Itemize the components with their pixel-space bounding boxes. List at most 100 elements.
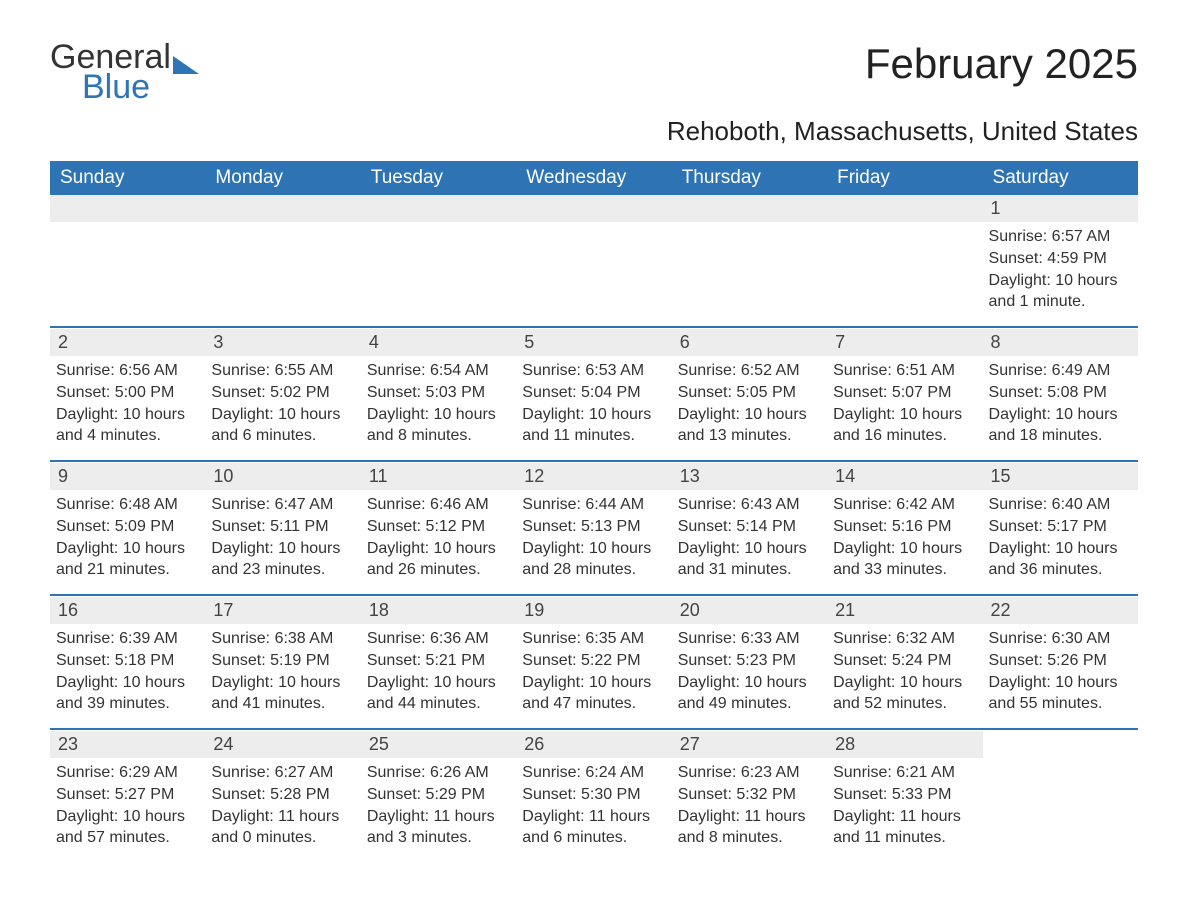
daylight-text: Daylight: 10 hours and 11 minutes. (522, 404, 665, 447)
sunrise-text: Sunrise: 6:48 AM (56, 494, 199, 516)
brand-part2: Blue (82, 70, 199, 104)
sunrise-text: Sunrise: 6:39 AM (56, 628, 199, 650)
day-details: Sunrise: 6:51 AMSunset: 5:07 PMDaylight:… (827, 356, 982, 450)
calendar-body: 1Sunrise: 6:57 AMSunset: 4:59 PMDaylight… (50, 195, 1138, 863)
day-number: 25 (361, 731, 516, 758)
day-number: 14 (827, 463, 982, 490)
sunset-text: Sunset: 5:07 PM (833, 382, 976, 404)
calendar-day-cell: 21 Sunrise: 6:32 AMSunset: 5:24 PMDayligh… (827, 597, 982, 729)
daylight-text: Daylight: 10 hours and 18 minutes. (989, 404, 1132, 447)
day-details: Sunrise: 6:39 AMSunset: 5:18 PMDaylight:… (50, 624, 205, 718)
brand-logo: General Blue (50, 40, 199, 104)
day-details: Sunrise: 6:48 AMSunset: 5:09 PMDaylight:… (50, 490, 205, 584)
daylight-text: Daylight: 10 hours and 28 minutes. (522, 538, 665, 581)
calendar-day-cell: 11Sunrise: 6:46 AMSunset: 5:12 PMDayligh… (361, 463, 516, 595)
daylight-text: Daylight: 10 hours and 1 minute. (989, 270, 1132, 313)
day-number: 17 (205, 597, 360, 624)
day-number: 11 (361, 463, 516, 490)
daylight-text: Daylight: 11 hours and 8 minutes. (678, 806, 821, 849)
sunset-text: Sunset: 4:59 PM (989, 248, 1132, 270)
sunset-text: Sunset: 5:08 PM (989, 382, 1132, 404)
calendar-day-cell: 16Sunrise: 6:39 AMSunset: 5:18 PMDayligh… (50, 597, 205, 729)
day-details: Sunrise: 6:43 AMSunset: 5:14 PMDaylight:… (672, 490, 827, 584)
weekday-header: Wednesday (516, 161, 671, 195)
sunset-text: Sunset: 5:09 PM (56, 516, 199, 538)
daylight-text: Daylight: 10 hours and 4 minutes. (56, 404, 199, 447)
daylight-text: Daylight: 10 hours and 41 minutes. (211, 672, 354, 715)
day-number: 12 (516, 463, 671, 490)
daylight-text: Daylight: 11 hours and 6 minutes. (522, 806, 665, 849)
daylight-text: Daylight: 10 hours and 23 minutes. (211, 538, 354, 581)
weekday-header: Saturday (983, 161, 1138, 195)
calendar-day-cell: 13Sunrise: 6:43 AMSunset: 5:14 PMDayligh… (672, 463, 827, 595)
sunset-text: Sunset: 5:12 PM (367, 516, 510, 538)
sunset-text: Sunset: 5:03 PM (367, 382, 510, 404)
sunrise-text: Sunrise: 6:21 AM (833, 762, 976, 784)
daylight-text: Daylight: 10 hours and 52 minutes. (833, 672, 976, 715)
day-details: Sunrise: 6:27 AMSunset: 5:28 PMDaylight:… (205, 758, 360, 852)
calendar-table: SundayMondayTuesdayWednesdayThursdayFrid… (50, 161, 1138, 863)
weekday-header: Friday (827, 161, 982, 195)
day-details: Sunrise: 6:23 AMSunset: 5:32 PMDaylight:… (672, 758, 827, 852)
calendar-day-cell: 23Sunrise: 6:29 AMSunset: 5:27 PMDayligh… (50, 731, 205, 863)
calendar-page: General Blue February 2025 Rehoboth, Mas… (0, 0, 1188, 903)
sunrise-text: Sunrise: 6:35 AM (522, 628, 665, 650)
sunrise-text: Sunrise: 6:42 AM (833, 494, 976, 516)
calendar-week-row: 1Sunrise: 6:57 AMSunset: 4:59 PMDaylight… (50, 195, 1138, 327)
day-number: 9 (50, 463, 205, 490)
sunset-text: Sunset: 5:02 PM (211, 382, 354, 404)
calendar-day-cell: 9Sunrise: 6:48 AMSunset: 5:09 PMDaylight… (50, 463, 205, 595)
sunrise-text: Sunrise: 6:36 AM (367, 628, 510, 650)
day-details: Sunrise: 6:56 AMSunset: 5:00 PMDaylight:… (50, 356, 205, 450)
sunset-text: Sunset: 5:22 PM (522, 650, 665, 672)
day-number: 10 (205, 463, 360, 490)
sunset-text: Sunset: 5:13 PM (522, 516, 665, 538)
calendar-day-cell: 2Sunrise: 6:56 AMSunset: 5:00 PMDaylight… (50, 329, 205, 461)
sunset-text: Sunset: 5:26 PM (989, 650, 1132, 672)
sunrise-text: Sunrise: 6:38 AM (211, 628, 354, 650)
sunrise-text: Sunrise: 6:54 AM (367, 360, 510, 382)
calendar-day-cell: 8Sunrise: 6:49 AMSunset: 5:08 PMDaylight… (983, 329, 1138, 461)
day-number: 21 (827, 597, 982, 624)
sunrise-text: Sunrise: 6:32 AM (833, 628, 976, 650)
sunset-text: Sunset: 5:17 PM (989, 516, 1132, 538)
day-number: 7 (827, 329, 982, 356)
sunset-text: Sunset: 5:32 PM (678, 784, 821, 806)
day-number: 19 (516, 597, 671, 624)
daylight-text: Daylight: 10 hours and 16 minutes. (833, 404, 976, 447)
day-number: 20 (672, 597, 827, 624)
sunrise-text: Sunrise: 6:30 AM (989, 628, 1132, 650)
sunset-text: Sunset: 5:05 PM (678, 382, 821, 404)
weekday-header: Thursday (672, 161, 827, 195)
day-details: Sunrise: 6:54 AMSunset: 5:03 PMDaylight:… (361, 356, 516, 450)
sunrise-text: Sunrise: 6:52 AM (678, 360, 821, 382)
sunset-text: Sunset: 5:14 PM (678, 516, 821, 538)
day-details: Sunrise: 6:46 AMSunset: 5:12 PMDaylight:… (361, 490, 516, 584)
calendar-week-row: 9Sunrise: 6:48 AMSunset: 5:09 PMDaylight… (50, 463, 1138, 595)
sunset-text: Sunset: 5:24 PM (833, 650, 976, 672)
calendar-day-cell: 20Sunrise: 6:33 AMSunset: 5:23 PMDayligh… (672, 597, 827, 729)
day-number: 22 (983, 597, 1138, 624)
day-number: 13 (672, 463, 827, 490)
day-details: Sunrise: 6:35 AMSunset: 5:22 PMDaylight:… (516, 624, 671, 718)
calendar-day-cell: 17 Sunrise: 6:38 AMSunset: 5:19 PMDayligh… (205, 597, 360, 729)
day-number: 24 (205, 731, 360, 758)
sunset-text: Sunset: 5:21 PM (367, 650, 510, 672)
sunset-text: Sunset: 5:28 PM (211, 784, 354, 806)
daylight-text: Daylight: 10 hours and 44 minutes. (367, 672, 510, 715)
daylight-text: Daylight: 10 hours and 36 minutes. (989, 538, 1132, 581)
sunrise-text: Sunrise: 6:57 AM (989, 226, 1132, 248)
calendar-day-cell: 10Sunrise: 6:47 AMSunset: 5:11 PMDayligh… (205, 463, 360, 595)
calendar-day-cell: 1Sunrise: 6:57 AMSunset: 4:59 PMDaylight… (983, 195, 1138, 327)
daylight-text: Daylight: 11 hours and 3 minutes. (367, 806, 510, 849)
sunset-text: Sunset: 5:19 PM (211, 650, 354, 672)
sunrise-text: Sunrise: 6:33 AM (678, 628, 821, 650)
day-number: 6 (672, 329, 827, 356)
day-details: Sunrise: 6:24 AMSunset: 5:30 PMDaylight:… (516, 758, 671, 852)
sunrise-text: Sunrise: 6:49 AM (989, 360, 1132, 382)
sunset-text: Sunset: 5:33 PM (833, 784, 976, 806)
calendar-day-cell: 3Sunrise: 6:55 AMSunset: 5:02 PMDaylight… (205, 329, 360, 461)
calendar-day-cell: 12Sunrise: 6:44 AMSunset: 5:13 PMDayligh… (516, 463, 671, 595)
daylight-text: Daylight: 10 hours and 33 minutes. (833, 538, 976, 581)
sunset-text: Sunset: 5:27 PM (56, 784, 199, 806)
